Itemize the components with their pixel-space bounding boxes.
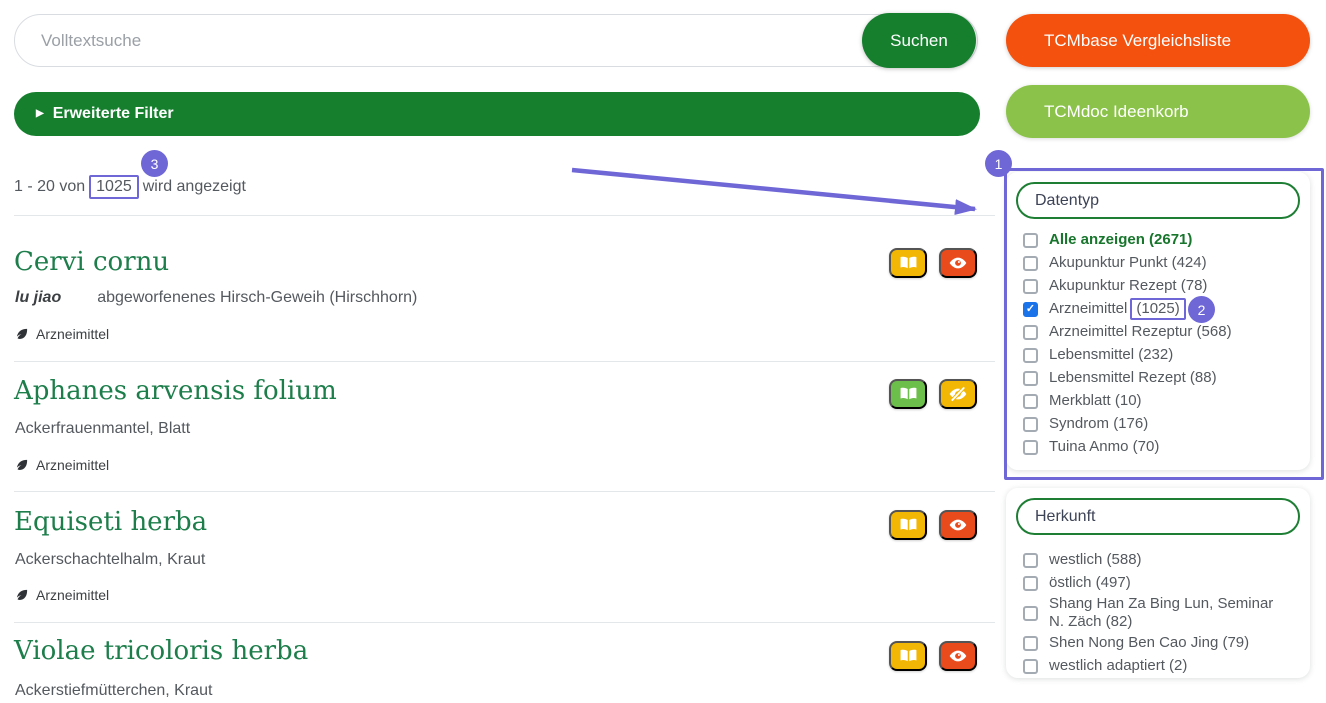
checkbox[interactable] xyxy=(1023,347,1038,363)
result-subtitle: Ackerfrauenmantel, Blatt xyxy=(15,420,190,438)
divider xyxy=(14,622,995,623)
herkunft-filter-card: Herkunft westlich (588) östlich (497) Sh… xyxy=(1006,488,1310,678)
result-subtitle: Ackerstiefmütterchen, Kraut xyxy=(15,682,212,700)
eye-icon xyxy=(948,515,968,535)
divider xyxy=(14,491,995,492)
count-suffix: wird angezeigt xyxy=(142,178,246,195)
leaf-icon xyxy=(15,327,29,341)
result-category: Arzneimittel xyxy=(15,457,109,473)
eye-icon xyxy=(948,646,968,666)
filter-option-shen-nong[interactable]: Shen Nong Ben Cao Jing (79) xyxy=(1023,632,1302,654)
eye-icon xyxy=(948,253,968,273)
results-count: 1 - 20 von 1025 wird angezeigt xyxy=(14,172,246,202)
result-category: Arzneimittel xyxy=(15,326,109,342)
result-title[interactable]: Aphanes arvensis folium xyxy=(14,376,337,406)
filter-option-lebensmittel-rezept[interactable]: Lebensmittel Rezept (88) xyxy=(1023,367,1302,389)
result-subtitle: lu jiao abgeworfenenes Hirsch-Geweih (Hir… xyxy=(15,289,417,307)
checkbox[interactable] xyxy=(1023,324,1038,340)
filter-option-tuina-anmo[interactable]: Tuina Anmo (70) xyxy=(1023,436,1302,458)
open-book-icon xyxy=(899,254,918,273)
filter-option-arzneimittel-rezeptur[interactable]: Arzneimittel Rezeptur (568) xyxy=(1023,321,1302,343)
filter-option-merkblatt[interactable]: Merkblatt (10) xyxy=(1023,390,1302,412)
eye-button[interactable] xyxy=(939,641,977,671)
checkbox[interactable] xyxy=(1023,278,1038,294)
filter-option-arzneimittel[interactable]: ✓ Arzneimittel (1025) xyxy=(1023,298,1302,320)
filter-option-westlich[interactable]: westlich (588) xyxy=(1023,549,1302,571)
filter-option-akupunktur-rezept[interactable]: Akupunktur Rezept (78) xyxy=(1023,275,1302,297)
datentyp-title: Datentyp xyxy=(1035,191,1100,209)
checkbox[interactable] xyxy=(1023,635,1038,651)
tcmdoc-ideenkorb-button[interactable]: TCMdoc Ideenkorb xyxy=(1006,85,1310,138)
leaf-icon xyxy=(15,458,29,472)
book-button[interactable] xyxy=(889,248,927,278)
result-description: Ackerschachtelhalm, Kraut xyxy=(15,551,206,568)
checkbox[interactable] xyxy=(1023,575,1038,591)
checkbox[interactable] xyxy=(1023,439,1038,455)
eye-slash-icon xyxy=(948,384,968,404)
checkbox[interactable] xyxy=(1023,416,1038,432)
result-category-label: Arzneimittel xyxy=(36,326,110,342)
checkbox-checked[interactable]: ✓ xyxy=(1023,301,1038,317)
result-title[interactable]: Violae tricoloris herba xyxy=(14,636,309,666)
filter-option-shang-han[interactable]: Shang Han Za Bing Lun, Seminar N. Zäch (… xyxy=(1023,595,1302,631)
divider xyxy=(14,215,995,216)
result-pinyin: lu jiao xyxy=(15,289,62,306)
book-button[interactable] xyxy=(889,641,927,671)
filter-toggle-label: Erweiterte Filter xyxy=(52,105,174,122)
eye-slash-button[interactable] xyxy=(939,379,977,409)
checkbox[interactable] xyxy=(1023,552,1038,568)
result-description: Ackerfrauenmantel, Blatt xyxy=(15,420,191,437)
filter-option-akupunktur-punkt[interactable]: Akupunktur Punkt (424) xyxy=(1023,252,1302,274)
checkbox[interactable] xyxy=(1023,232,1038,248)
result-description: Ackerstiefmütterchen, Kraut xyxy=(15,682,213,699)
herkunft-header: Herkunft xyxy=(1016,498,1300,535)
count-prefix: 1 - 20 von xyxy=(14,178,86,195)
result-description: abgeworfenenes Hirsch-Geweih (Hirschhorn… xyxy=(97,289,418,306)
filter-option-lebensmittel[interactable]: Lebensmittel (232) xyxy=(1023,344,1302,366)
datentyp-list: Alle anzeigen (2671) Akupunktur Punkt (4… xyxy=(1023,229,1302,458)
count-annotation-box: (1025) xyxy=(1130,298,1186,320)
expand-arrow-icon: ▶ xyxy=(36,108,44,119)
filter-option-syndrom[interactable]: Syndrom (176) xyxy=(1023,413,1302,435)
eye-button[interactable] xyxy=(939,510,977,540)
checkbox[interactable] xyxy=(1023,605,1038,621)
datentyp-header: Datentyp xyxy=(1016,182,1300,219)
result-category-label: Arzneimittel xyxy=(36,457,110,473)
erweiterte-filter-toggle[interactable]: ▶ Erweiterte Filter xyxy=(14,92,980,136)
filter-option-westlich-adaptiert[interactable]: westlich adaptiert (2) xyxy=(1023,655,1302,677)
checkbox[interactable] xyxy=(1023,658,1038,674)
search-button[interactable]: Suchen xyxy=(862,13,976,68)
book-button[interactable] xyxy=(889,510,927,540)
open-book-icon xyxy=(899,385,918,404)
open-book-icon xyxy=(899,516,918,535)
checkbox[interactable] xyxy=(1023,393,1038,409)
result-title[interactable]: Equiseti herba xyxy=(14,507,208,537)
datentyp-filter-card: Datentyp Alle anzeigen (2671) Akupunktur… xyxy=(1006,172,1310,470)
tcmbase-vergleichsliste-button[interactable]: TCMbase Vergleichsliste xyxy=(1006,14,1310,67)
book-button[interactable] xyxy=(889,379,927,409)
search-input[interactable] xyxy=(14,14,978,67)
herkunft-title: Herkunft xyxy=(1035,507,1096,525)
open-book-icon xyxy=(899,647,918,666)
checkbox[interactable] xyxy=(1023,255,1038,271)
filter-option-alle-anzeigen[interactable]: Alle anzeigen (2671) xyxy=(1023,229,1302,251)
result-category: Arzneimittel xyxy=(15,587,109,603)
checkbox[interactable] xyxy=(1023,370,1038,386)
count-highlight-annotation: 1025 xyxy=(89,175,139,199)
leaf-icon xyxy=(15,588,29,602)
result-subtitle: Ackerschachtelhalm, Kraut xyxy=(15,551,205,569)
eye-button[interactable] xyxy=(939,248,977,278)
annotation-badge-1: 1 xyxy=(985,150,1012,177)
filter-option-oestlich[interactable]: östlich (497) xyxy=(1023,572,1302,594)
result-category-label: Arzneimittel xyxy=(36,587,110,603)
herkunft-list: westlich (588) östlich (497) Shang Han Z… xyxy=(1023,549,1302,677)
result-title[interactable]: Cervi cornu xyxy=(14,247,170,277)
divider xyxy=(14,361,995,362)
